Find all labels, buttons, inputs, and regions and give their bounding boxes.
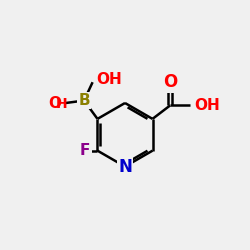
Text: N: N: [118, 158, 132, 176]
Text: B: B: [78, 93, 90, 108]
Text: H: H: [56, 97, 67, 111]
Text: O: O: [48, 96, 61, 110]
Text: O: O: [163, 73, 177, 91]
Text: F: F: [80, 143, 90, 158]
Text: OH: OH: [194, 98, 220, 113]
Text: OH: OH: [96, 72, 122, 87]
